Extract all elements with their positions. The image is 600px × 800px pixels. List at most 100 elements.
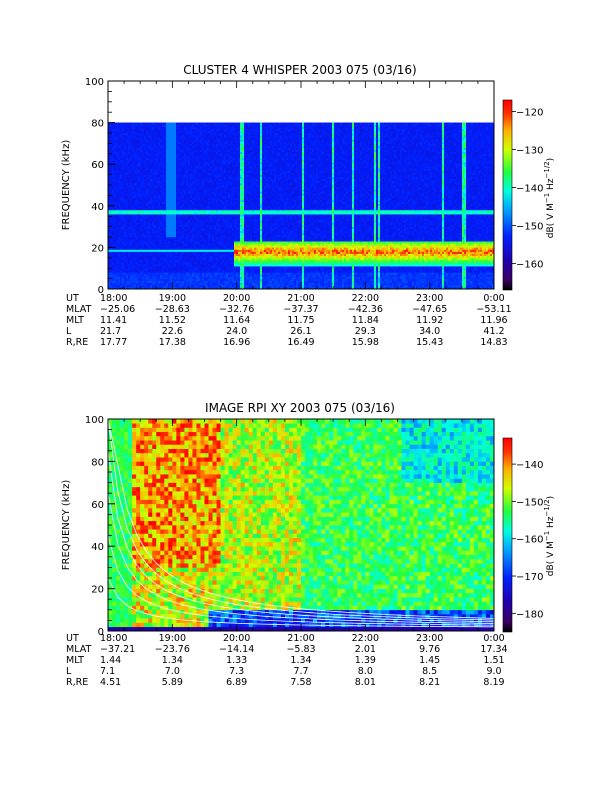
cluster-colorbar-tick-label: −160	[516, 259, 543, 270]
image-rpi-ephemeris-row-label: R,RE	[66, 677, 88, 688]
cluster-y-tick-label: 80	[91, 119, 104, 130]
image-rpi-ephemeris-cell: −14.14	[219, 644, 254, 655]
cluster-ephemeris-cell: −42.36	[348, 304, 383, 315]
cluster-colorbar-tick-label: −130	[516, 145, 543, 156]
image-rpi-ephemeris-cell: 0:00	[483, 633, 504, 644]
image-rpi-y-tick-label: 100	[85, 415, 104, 426]
image-rpi-ephemeris-cell: 5.89	[162, 677, 183, 688]
cluster-ephemeris-cell: 15.43	[416, 337, 443, 348]
image-rpi-ephemeris-cell: 22:00	[352, 633, 379, 644]
image-rpi-ephemeris-row-label: UT	[66, 633, 79, 644]
cluster-ephemeris-cell: 29.3	[355, 326, 376, 337]
image-rpi-y-tick-label: 40	[91, 542, 104, 553]
cluster-ephemeris-cell: 14.83	[480, 337, 507, 348]
cluster-ephemeris-cell: 22:00	[352, 293, 379, 304]
cluster-ephemeris-cell: 11.96	[480, 315, 507, 326]
cluster-ephemeris-row-label: L	[66, 326, 72, 337]
image-rpi-y-axis: 0 20 40 60 80 100	[85, 415, 495, 638]
cluster-ephemeris-cell: −28.63	[155, 304, 190, 315]
image-rpi-ephemeris-cell: 7.58	[290, 677, 311, 688]
cluster-panel: CLUSTER 4 WHISPER 2003 075 (03/16) 0 20 40…	[61, 63, 556, 348]
cluster-colorbar: −120 −130 −140 −150 −160 dB( V M−1 Hz−1/2)	[502, 99, 556, 291]
cluster-ephemeris-cell: 11.64	[223, 315, 250, 326]
image-rpi-ephemeris-cell: 7.3	[229, 666, 244, 677]
cluster-ephemeris-cell: 41.2	[483, 326, 504, 337]
cluster-ephemeris-cell: −32.76	[219, 304, 254, 315]
cluster-ephemeris-cell: 11.41	[100, 315, 127, 326]
image-rpi-colorbar-tick-label: −170	[516, 572, 543, 583]
image-rpi-ephemeris-cell: −5.83	[286, 644, 315, 655]
image-rpi-ephemeris-cell: −37.21	[100, 644, 135, 655]
image-rpi-ephemeris-cell: 9.76	[419, 644, 440, 655]
image-rpi-colorbar-label: dB( V M−1 Hz−1/2)	[543, 496, 556, 576]
image-rpi-y-tick-label: 80	[91, 457, 104, 468]
cluster-colorbar-label: dB( V M−1 Hz−1/2)	[543, 158, 556, 238]
image-rpi-ephemeris-cell: 8.5	[422, 666, 437, 677]
cluster-colorbar-tick-label: −120	[516, 107, 543, 118]
cluster-ephemeris-cell: 11.52	[159, 315, 186, 326]
image-rpi-ephemeris-row-label: MLAT	[66, 644, 91, 655]
cluster-y-tick-label: 20	[91, 243, 104, 254]
image-rpi-colorbar-scale	[502, 437, 513, 633]
image-rpi-y-axis-label: FREQUENCY (kHz)	[61, 480, 72, 571]
cluster-ephemeris-cell: −37.37	[283, 304, 318, 315]
cluster-ephemeris-cell: 0:00	[483, 293, 504, 304]
cluster-ephemeris-cell: 17.77	[100, 337, 127, 348]
cluster-colorbar-tick-label: −140	[516, 183, 543, 194]
cluster-colorbar-tick-label: −150	[516, 221, 543, 232]
image-rpi-colorbar-tick-label: −140	[516, 460, 543, 471]
image-rpi-colorbar: −140 −150 −160 −170 −180 dB( V M−1 Hz−1/2)	[502, 437, 556, 633]
image-rpi-ephemeris-cell: 9.0	[486, 666, 501, 677]
cluster-ephemeris-row-label: R,RE	[66, 337, 88, 348]
image-rpi-ephemeris-cell: 8.01	[355, 677, 376, 688]
cluster-ephemeris-row-label: MLT	[66, 315, 84, 326]
cluster-ephemeris-cell: 21.7	[100, 326, 121, 337]
image-rpi-ephemeris-cell: 1.34	[290, 655, 311, 666]
cluster-spectrogram	[108, 81, 495, 290]
image-rpi-ephemeris-cell: 20:00	[223, 633, 250, 644]
cluster-ephemeris-cell: 15.98	[352, 337, 379, 348]
cluster-ephemeris-cell: 20:00	[223, 293, 250, 304]
cluster-colorbar-scale	[502, 99, 513, 291]
image-rpi-title: IMAGE RPI XY 2003 075 (03/16)	[205, 401, 395, 415]
image-rpi-ephemeris-cell: 7.7	[293, 666, 308, 677]
cluster-ephemeris-cell: 16.49	[287, 337, 314, 348]
image-rpi-ephemeris-cell: 1.51	[483, 655, 504, 666]
cluster-ephemeris-cell: 23:00	[416, 293, 443, 304]
image-rpi-ephemeris-cell: 4.51	[100, 677, 121, 688]
image-rpi-ephemeris-cell: 1.33	[226, 655, 247, 666]
cluster-y-tick-label: 0	[98, 285, 104, 296]
cluster-ephemeris-cell: −53.11	[476, 304, 511, 315]
image-rpi-ephemeris-cell: −23.76	[155, 644, 190, 655]
image-rpi-ephemeris-cell: 19:00	[159, 633, 186, 644]
image-rpi-y-tick-label: 60	[91, 500, 104, 511]
cluster-ephemeris-cell: 11.92	[416, 315, 443, 326]
image-rpi-panel: IMAGE RPI XY 2003 075 (03/16) 0 20 40 60 80 1…	[61, 401, 556, 688]
cluster-ephemeris-cell: 22.6	[162, 326, 183, 337]
image-rpi-ephemeris-cell: 8.19	[483, 677, 504, 688]
cluster-ephemeris-cell: 19:00	[159, 293, 186, 304]
cluster-ephemeris-cell: 26.1	[290, 326, 311, 337]
image-rpi-ephemeris-cell: 8.0	[358, 666, 373, 677]
image-rpi-ephemeris-cell: 7.1	[100, 666, 115, 677]
image-rpi-ephemeris-row-label: L	[66, 666, 72, 677]
cluster-ephemeris-cell: 17.38	[159, 337, 186, 348]
image-rpi-ephemeris-cell: 21:00	[287, 633, 314, 644]
cluster-y-tick-label: 100	[85, 77, 104, 88]
image-rpi-ephemeris-cell: 17.34	[480, 644, 507, 655]
image-rpi-colorbar-tick-label: −150	[516, 497, 543, 508]
image-rpi-y-tick-label: 0	[98, 627, 104, 638]
image-rpi-ephemeris-cell: 1.45	[419, 655, 440, 666]
image-rpi-colorbar-tick-label: −160	[516, 535, 543, 546]
image-rpi-spectrogram	[107, 418, 495, 632]
cluster-ephemeris-row-label: MLAT	[66, 304, 91, 315]
cluster-ephemeris-cell: 34.0	[419, 326, 440, 337]
image-rpi-ephemeris-cell: 18:00	[100, 633, 127, 644]
cluster-y-axis-label: FREQUENCY (kHz)	[61, 140, 72, 231]
cluster-ephemeris-cell: −25.06	[100, 304, 135, 315]
image-rpi-ephemeris-cell: 1.39	[355, 655, 376, 666]
cluster-ephemeris-cell: 24.0	[226, 326, 247, 337]
cluster-ephemeris-cell: −47.65	[412, 304, 447, 315]
image-rpi-colorbar-tick-label: −180	[516, 609, 543, 620]
